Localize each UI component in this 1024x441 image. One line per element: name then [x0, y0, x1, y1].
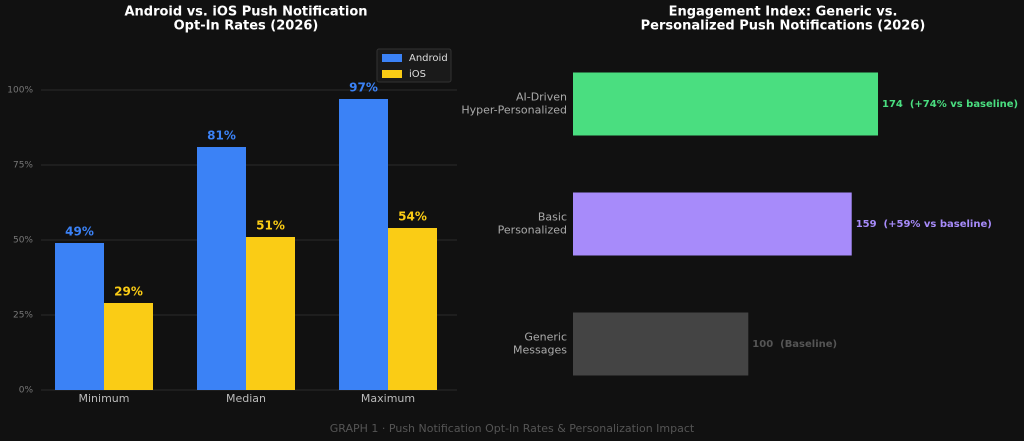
bar	[388, 228, 437, 390]
y-tick-label: 75%	[13, 161, 33, 171]
bar	[573, 312, 749, 376]
legend-label: iOS	[409, 69, 426, 80]
y-tick-label: 25%	[13, 311, 33, 321]
legend-swatch	[382, 70, 402, 78]
bar	[197, 147, 246, 390]
y-tick-label: AI-Driven Hyper-Personalized	[461, 91, 567, 117]
bar	[339, 99, 388, 390]
legend-label: Android	[409, 53, 448, 64]
y-tick-label: Generic Messages	[513, 331, 567, 357]
value-label: 29%	[114, 285, 143, 299]
bar	[104, 303, 153, 390]
x-tick-label: Median	[226, 392, 266, 405]
chart-title: Personalized Push Notifications (2026)	[641, 19, 926, 34]
footer: GRAPH 1 · Push Notification Opt-In Rates…	[330, 422, 695, 435]
chart-title: Android vs. iOS Push Notification	[124, 5, 367, 20]
y-tick-label: Basic Personalized	[498, 211, 567, 237]
legend-swatch	[382, 54, 402, 62]
value-label: 54%	[398, 210, 427, 224]
value-label: 51%	[256, 219, 285, 233]
y-tick-label: 0%	[19, 386, 34, 396]
value-label: 97%	[349, 81, 378, 95]
value-label: 49%	[65, 225, 94, 239]
bar	[246, 237, 295, 390]
value-label: 159 (+59% vs baseline)	[856, 219, 992, 230]
value-label: 100 (Baseline)	[752, 339, 837, 350]
value-label: 81%	[207, 129, 236, 143]
y-tick-label: 100%	[7, 86, 33, 96]
y-tick-label: 50%	[13, 236, 33, 246]
chart-title: Opt-In Rates (2026)	[174, 19, 319, 34]
bar	[573, 72, 879, 136]
value-label: 174 (+74% vs baseline)	[882, 99, 1018, 110]
x-tick-label: Minimum	[79, 392, 130, 405]
bar	[573, 192, 852, 256]
bar	[55, 243, 104, 390]
x-tick-label: Maximum	[361, 392, 415, 405]
chart-title: Engagement Index: Generic vs.	[669, 5, 898, 20]
